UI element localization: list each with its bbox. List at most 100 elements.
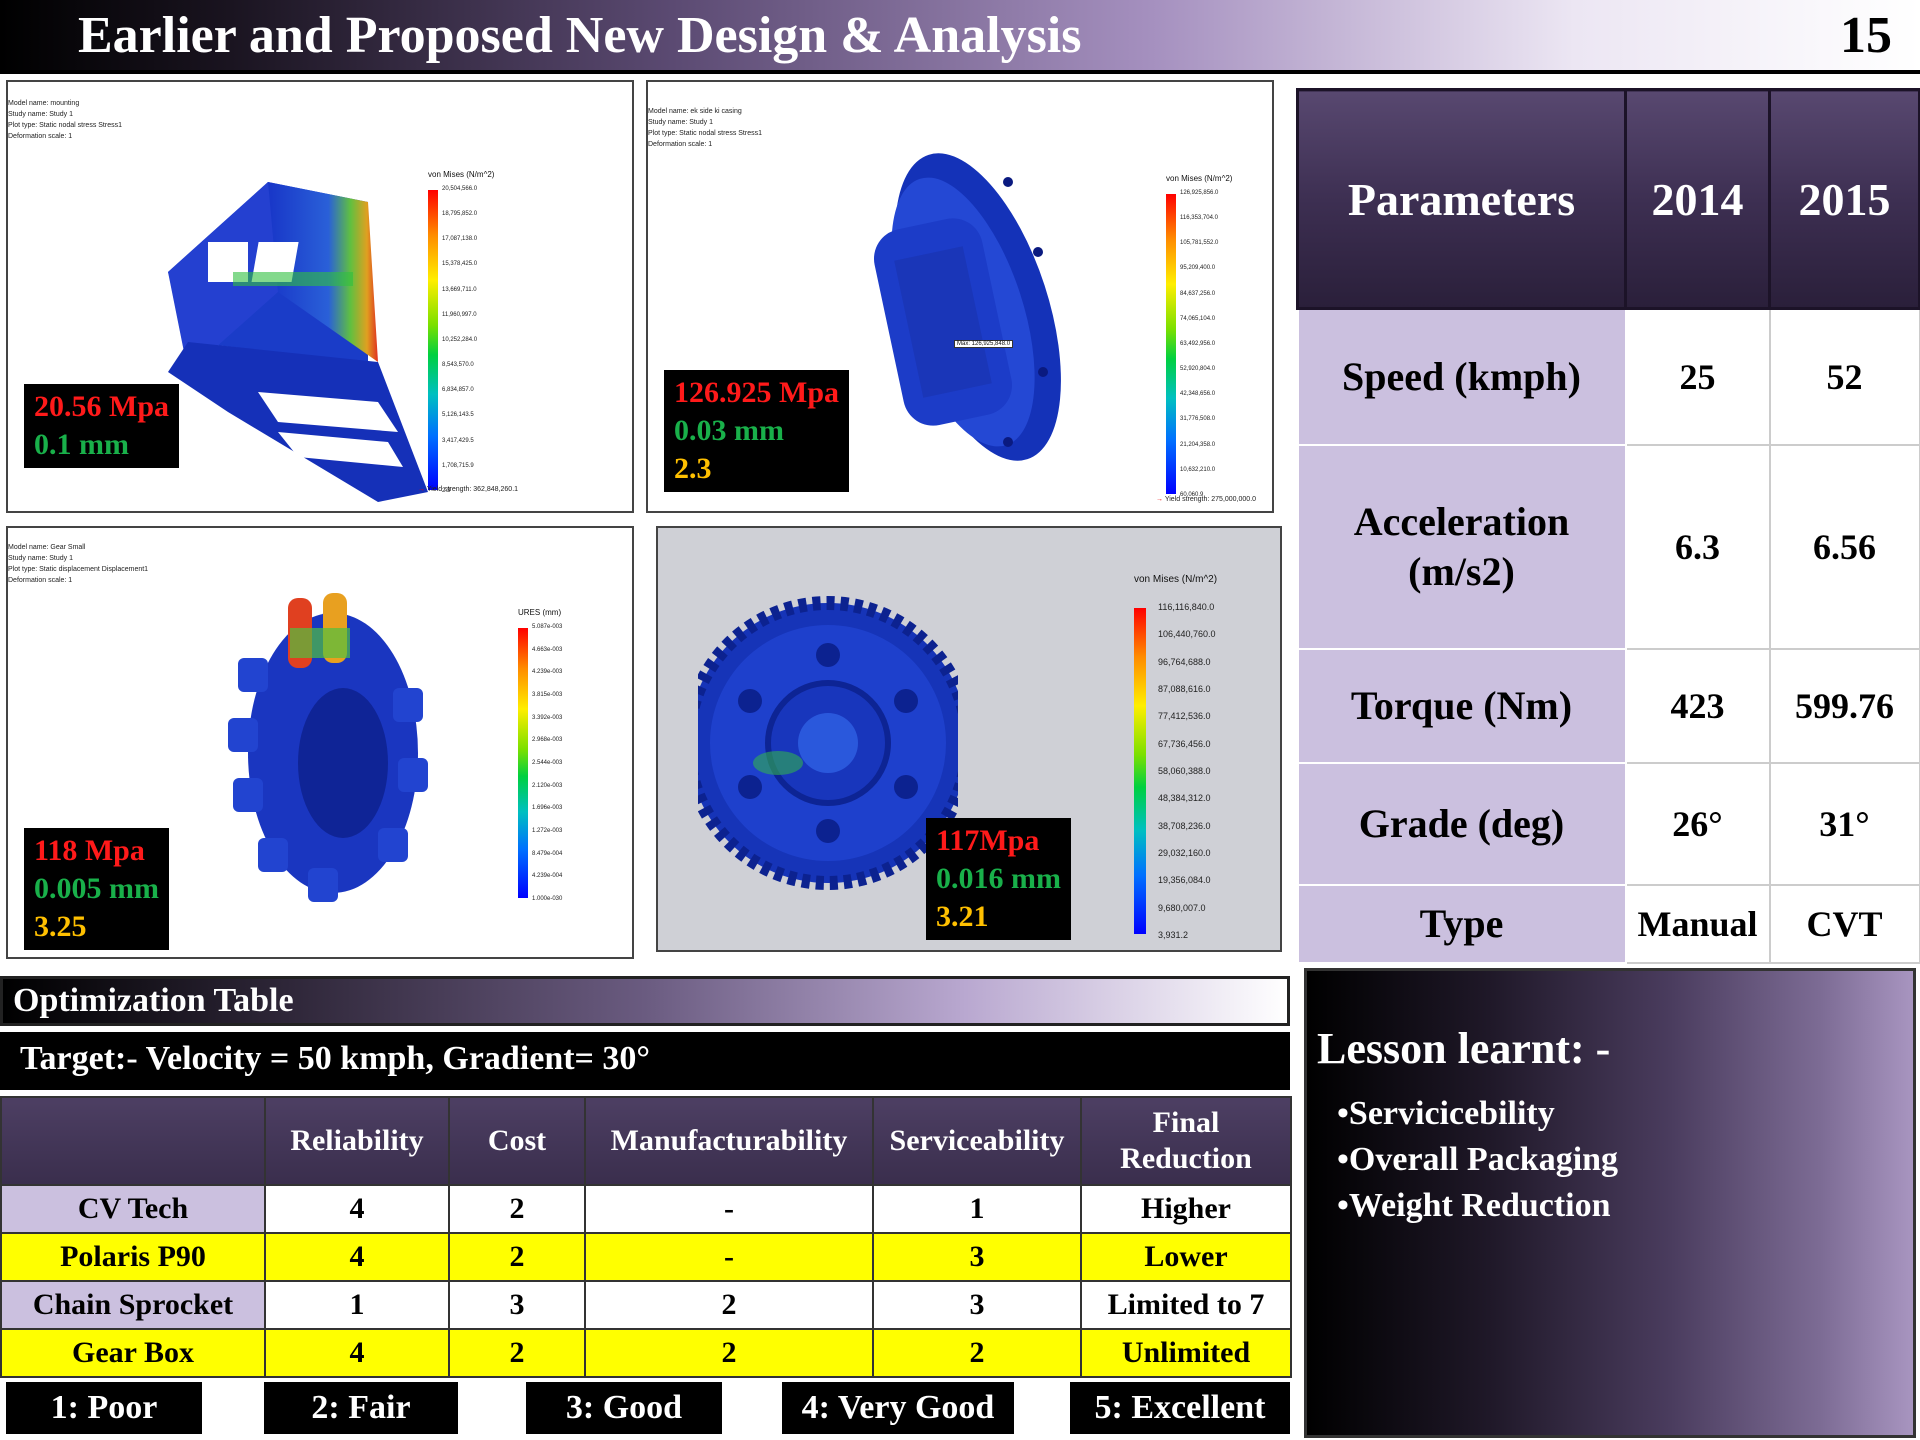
legend-title: von Mises (N/m^2) — [1166, 174, 1233, 183]
header-cell: Serviceability — [872, 1096, 1082, 1186]
table-cell: 2 — [448, 1184, 586, 1234]
table-row: Speed (kmph) 25 52 — [1296, 307, 1920, 446]
table-cell: 3 — [448, 1280, 586, 1330]
legend-title: URES (mm) — [518, 608, 562, 617]
table-cell: 3 — [872, 1280, 1082, 1330]
displacement-value: 0.005 mm — [34, 872, 159, 905]
color-scale-ticks: 116,116,840.0 106,440,760.0 96,764,688.0 8… — [1158, 602, 1216, 940]
value-2015: 599.76 — [1768, 647, 1920, 764]
table-cell: 4 — [264, 1328, 450, 1378]
stress-value: 117Mpa — [936, 824, 1040, 857]
table-cell: 2 — [584, 1280, 874, 1330]
stress-value: 126.925 Mpa — [674, 376, 839, 409]
header-cell: Parameters — [1296, 88, 1627, 310]
safety-factor-value: 3.25 — [34, 910, 87, 943]
header-cell: Final Reduction — [1080, 1096, 1292, 1186]
rating-poor: 1: Poor — [6, 1382, 202, 1434]
color-scale-bar — [1166, 194, 1176, 494]
result-box: 118 Mpa 0.005 mm 3.25 — [24, 828, 169, 950]
lesson-learnt-panel: Lesson learnt: - Servicicebility Overall… — [1304, 968, 1916, 1438]
value-2015: 31° — [1768, 761, 1920, 886]
table-row: Torque (Nm) 423 599.76 — [1296, 647, 1920, 764]
slide-header: Earlier and Proposed New Design & Analys… — [0, 0, 1920, 74]
table-cell: 2 — [448, 1232, 586, 1282]
table-cell: 4 — [264, 1184, 450, 1234]
value-2014: Manual — [1624, 883, 1771, 964]
rating-very-good: 4: Very Good — [782, 1382, 1014, 1434]
table-row: Type Manual CVT — [1296, 883, 1920, 964]
header-cell: Manufacturability — [584, 1096, 874, 1186]
displacement-value: 0.03 mm — [674, 414, 784, 447]
result-box: 126.925 Mpa 0.03 mm 2.3 — [664, 370, 849, 492]
option-label: Gear Box — [0, 1328, 266, 1378]
color-scale-bar — [428, 190, 438, 490]
study-info: Model name: Gear Small Study name: Study… — [8, 544, 149, 584]
table-row: CV Tech 4 2 - 1 Higher — [0, 1184, 1292, 1234]
color-scale-ticks: 20,504,566.0 18,795,852.0 17,087,138.0 15,… — [442, 186, 478, 494]
table-cell: 4 — [264, 1232, 450, 1282]
list-item: Weight Reduction — [1337, 1183, 1618, 1229]
rating-fair: 2: Fair — [264, 1382, 458, 1434]
header-cell: 2014 — [1624, 88, 1771, 310]
value-2015: CVT — [1768, 883, 1920, 964]
table-row: Chain Sprocket 1 3 2 3 Limited to 7 — [0, 1280, 1292, 1330]
color-scale-ticks: 126,925,856.0 116,353,704.0 105,781,552.0 … — [1180, 190, 1219, 498]
table-cell: Limited to 7 — [1080, 1280, 1292, 1330]
optimization-target: Target:- Velocity = 50 kmph, Gradient= 3… — [0, 1032, 1290, 1090]
table-cell: Lower — [1080, 1232, 1292, 1282]
gear-small-model-image — [228, 593, 428, 902]
table-cell: Unlimited — [1080, 1328, 1292, 1378]
table-cell: - — [584, 1184, 874, 1234]
stress-value: 118 Mpa — [34, 834, 145, 867]
row-label: Type — [1296, 883, 1627, 964]
value-2015: 6.56 — [1768, 443, 1920, 650]
optimization-title: Optimization Table — [13, 982, 294, 1019]
header-cell — [0, 1096, 266, 1186]
table-cell: 1 — [264, 1280, 450, 1330]
yield-strength: → Yield strength: 275,000,000.0 — [1156, 496, 1257, 503]
slide-title: Earlier and Proposed New Design & Analys… — [78, 7, 1082, 64]
row-label: Grade (deg) — [1296, 761, 1627, 886]
gear-large-model-image — [698, 596, 958, 890]
color-scale-ticks: 5.087e-003 4.663e-003 4.239e-003 3.815e-00… — [532, 624, 563, 902]
displacement-value: 0.1 mm — [34, 428, 129, 461]
table-row: Polaris P90 4 2 - 3 Lower — [0, 1232, 1292, 1282]
table-cell: Higher — [1080, 1184, 1292, 1234]
displacement-value: 0.016 mm — [936, 862, 1061, 895]
option-label: Polaris P90 — [0, 1232, 266, 1282]
optimization-title-bar: Optimization Table — [0, 976, 1290, 1026]
optimization-table: Reliability Cost Manufacturability Servi… — [0, 1096, 1292, 1378]
option-label: Chain Sprocket — [0, 1280, 266, 1330]
row-label: Torque (Nm) — [1296, 647, 1627, 764]
list-item: Servicicebility — [1337, 1091, 1618, 1137]
table-row: Acceleration (m/s2) 6.3 6.56 — [1296, 443, 1920, 650]
mounting-model-image — [168, 182, 428, 502]
analysis-panel-gear-large: von Mises (N/m^2) 116,116,840.0 106,440,7… — [656, 526, 1282, 952]
legend-title: von Mises (N/m^2) — [1134, 574, 1218, 585]
study-info: Model name: ek side ki casing Study name… — [648, 108, 762, 148]
value-2014: 6.3 — [1624, 443, 1771, 650]
table-header-row: Parameters 2014 2015 — [1296, 88, 1920, 310]
casing-model-image — [873, 153, 1061, 461]
color-scale-bar — [1134, 608, 1146, 934]
table-cell: 2 — [584, 1328, 874, 1378]
option-label: CV Tech — [0, 1184, 266, 1234]
legend-title: von Mises (N/m^2) — [428, 170, 495, 179]
lesson-title: Lesson learnt: - — [1317, 1024, 1611, 1073]
analysis-panel-mounting: Model name: mounting Study name: Study 1… — [6, 80, 634, 513]
row-label: Acceleration (m/s2) — [1296, 443, 1627, 650]
table-row: Grade (deg) 26° 31° — [1296, 761, 1920, 886]
probe-label: Max: 126,925,848.0 — [954, 340, 1014, 348]
slide-number: 15 — [1840, 7, 1892, 64]
value-2014: 26° — [1624, 761, 1771, 886]
row-label: Speed (kmph) — [1296, 307, 1627, 446]
header-cell: Cost — [448, 1096, 586, 1186]
analysis-panel-gear-small: Model name: Gear Small Study name: Study… — [6, 526, 634, 959]
table-cell: 2 — [872, 1328, 1082, 1378]
safety-factor-value: 3.21 — [936, 900, 989, 933]
result-box: 20.56 Mpa 0.1 mm — [24, 384, 179, 468]
parameters-table: Parameters 2014 2015 Speed (kmph) 25 52 … — [1296, 88, 1920, 964]
table-row: Gear Box 4 2 2 2 Unlimited — [0, 1328, 1292, 1378]
table-cell: - — [584, 1232, 874, 1282]
header-cell: Reliability — [264, 1096, 450, 1186]
